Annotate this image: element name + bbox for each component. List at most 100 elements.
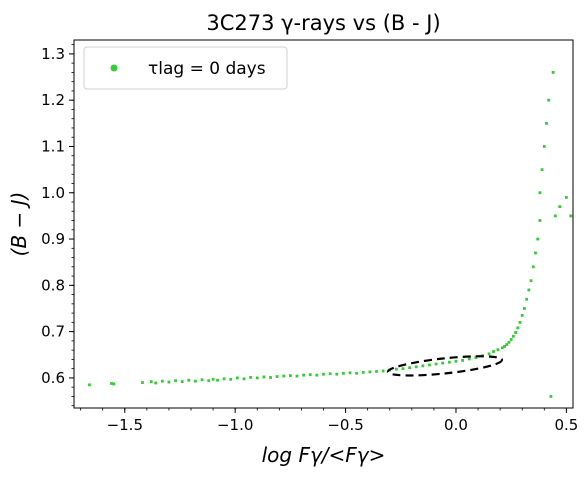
data-point: [529, 279, 533, 283]
data-point: [545, 121, 548, 125]
data-point: [500, 346, 504, 350]
data-point: [538, 191, 542, 195]
data-point: [308, 373, 312, 377]
data-point: [542, 145, 546, 148]
data-point: [200, 378, 204, 382]
data-point: [538, 219, 542, 222]
y-tick-label: 0.7: [41, 323, 65, 341]
dashed-ellipse-annotation: [386, 355, 504, 377]
data-point: [322, 372, 325, 376]
data-point: [174, 379, 177, 383]
data-point: [408, 366, 412, 370]
data-point: [361, 370, 365, 374]
data-point: [525, 297, 529, 301]
data-point: [211, 377, 215, 381]
data-point: [474, 356, 478, 359]
data-point: [540, 168, 544, 172]
chart-title: 3C273 γ-rays vs (B - J): [206, 11, 440, 35]
plot-frame: [73, 39, 574, 409]
y-tick-label: 1.2: [41, 91, 65, 109]
data-point: [547, 98, 551, 102]
tick-layer: −1.5 −1.0 −0.5 0.0 0.5 0.6 0.7 0.8 0.9 1.0 1.1 1.2 1…: [41, 44, 578, 434]
y-axis-title: (B − J): [7, 192, 31, 257]
data-point: [511, 334, 515, 338]
y-tick-label: 1.0: [41, 184, 65, 202]
data-point: [401, 367, 405, 371]
data-point: [454, 359, 458, 363]
data-point: [222, 377, 226, 381]
data-point: [421, 364, 425, 368]
data-point: [315, 373, 319, 377]
data-point: [288, 374, 292, 377]
data-point: [536, 237, 540, 241]
data-point: [447, 360, 451, 364]
data-point: [216, 378, 219, 382]
data-point: [531, 265, 535, 269]
data-point: [558, 205, 562, 209]
data-point: [527, 288, 531, 292]
data-point: [141, 381, 144, 384]
data-point: [335, 372, 339, 376]
data-point: [187, 378, 191, 382]
x-tick-label: 0.5: [554, 416, 578, 434]
data-point: [381, 369, 385, 373]
x-tick-label: −1.5: [107, 416, 143, 434]
data-point: [328, 372, 332, 376]
data-point: [88, 383, 91, 387]
data-point: [534, 251, 537, 255]
data-point: [302, 373, 306, 377]
data-point: [249, 376, 253, 379]
plot-layer: [88, 71, 573, 398]
data-point: [355, 371, 359, 375]
x-axis-title: log Fγ/<Fγ>: [262, 443, 386, 467]
data-point: [375, 370, 378, 373]
y-tick-label: 0.9: [41, 230, 65, 248]
data-point: [154, 381, 158, 385]
data-point: [487, 352, 491, 356]
x-tick-label: −0.5: [327, 416, 363, 434]
data-point: [414, 365, 418, 369]
data-point: [160, 379, 164, 383]
data-point: [149, 380, 153, 384]
data-point: [368, 370, 372, 374]
data-point: [207, 379, 211, 383]
data-point: [505, 343, 509, 346]
data-point: [242, 377, 246, 381]
y-tick-label: 1.1: [41, 137, 65, 155]
data-point: [461, 358, 465, 362]
y-tick-label: 1.3: [41, 45, 65, 63]
data-point: [180, 380, 184, 384]
data-point: [564, 195, 568, 199]
legend: τlag = 0 days: [83, 46, 288, 90]
legend-marker: [110, 64, 118, 72]
data-point: [348, 371, 352, 375]
data-point: [275, 375, 279, 378]
x-tick-label: 0.0: [444, 416, 468, 434]
data-point: [523, 307, 526, 310]
data-point: [569, 214, 573, 218]
data-point: [282, 374, 286, 378]
data-point: [520, 314, 524, 317]
data-point: [229, 377, 233, 381]
data-point: [255, 376, 259, 380]
data-point: [553, 214, 557, 218]
data-point: [503, 345, 506, 348]
data-point: [112, 382, 116, 386]
data-point: [235, 376, 239, 380]
data-point: [441, 361, 445, 365]
data-point: [549, 395, 553, 398]
data-point: [394, 367, 398, 371]
x-tick-label: −1.0: [217, 416, 253, 434]
data-point: [341, 371, 345, 375]
data-point: [496, 348, 500, 352]
data-point: [262, 375, 266, 379]
data-point: [467, 357, 471, 361]
data-point: [295, 374, 299, 378]
data-point: [167, 380, 171, 384]
data-point: [551, 71, 555, 74]
y-tick-label: 0.8: [41, 276, 65, 294]
data-point: [194, 379, 197, 383]
data-point: [518, 320, 522, 324]
